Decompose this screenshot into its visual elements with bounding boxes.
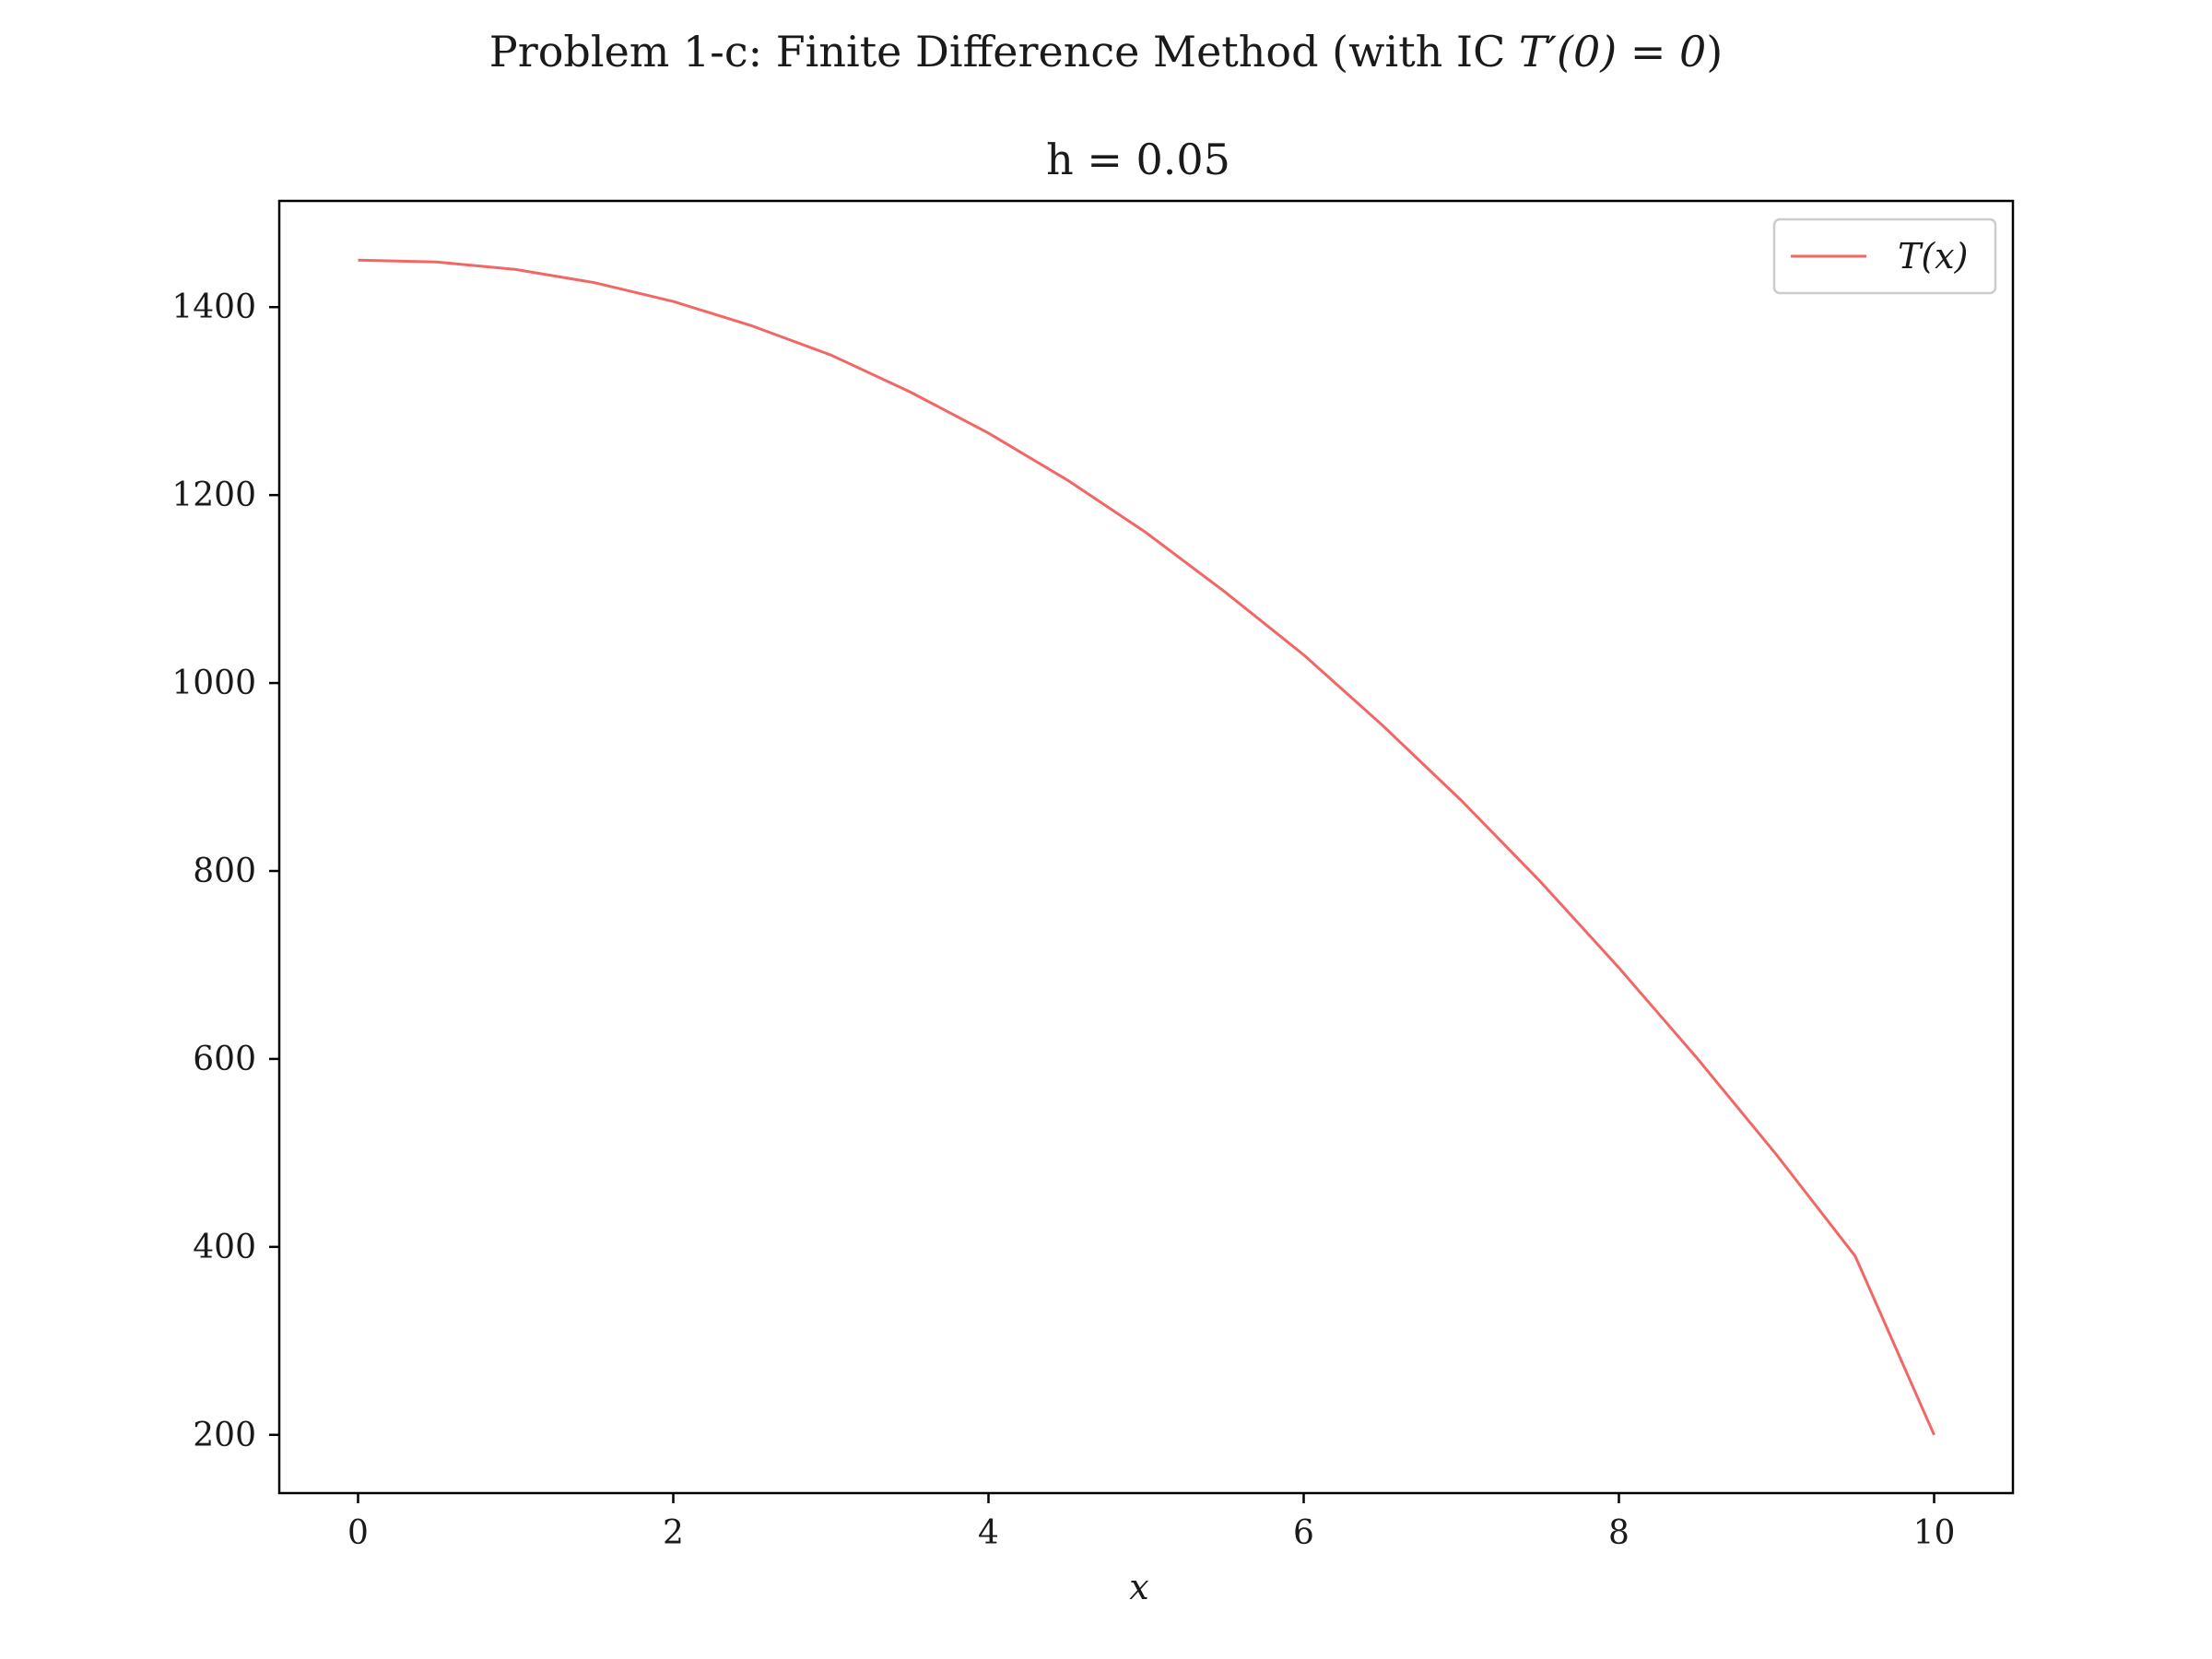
y-tick-label: 600 [193, 1041, 256, 1078]
y-tick-label: 1400 [171, 288, 256, 326]
y-tick-label: 800 [193, 853, 256, 890]
legend-label-1: T(x) [1898, 236, 1968, 276]
x-tick-label: 0 [347, 1514, 369, 1552]
series-line-1 [358, 258, 1936, 1436]
x-tick-label: 4 [978, 1514, 999, 1552]
legend: T(x) [1772, 218, 1997, 295]
suptitle-suffix: ) [1706, 27, 1723, 76]
x-axis-label: x [1129, 1567, 1148, 1607]
suptitle-math: T′(0) = 0 [1519, 27, 1706, 76]
x-tick-label: 8 [1608, 1514, 1630, 1552]
axes-frame [277, 199, 2015, 1495]
legend-box [1772, 218, 1997, 295]
x-tick-label: 2 [663, 1514, 684, 1552]
suptitle-prefix: Problem 1-c: Finite Difference Method (w… [489, 27, 1519, 76]
y-tick-label: 200 [193, 1417, 256, 1454]
y-tick-label: 1200 [171, 477, 256, 514]
x-tick-label: 6 [1293, 1514, 1314, 1552]
axis-ticks: 0 2 4 6 8 10 200 400 600 800 1000 1200 1400 [171, 288, 1955, 1552]
y-tick-label: 400 [193, 1229, 256, 1266]
plot-area [277, 199, 2015, 1495]
axes-title: h = 0.05 [1046, 135, 1230, 184]
x-tick-label: 10 [1913, 1514, 1956, 1552]
y-tick-label: 1000 [171, 665, 256, 702]
figure-suptitle: Problem 1-c: Finite Difference Method (w… [489, 27, 1723, 76]
